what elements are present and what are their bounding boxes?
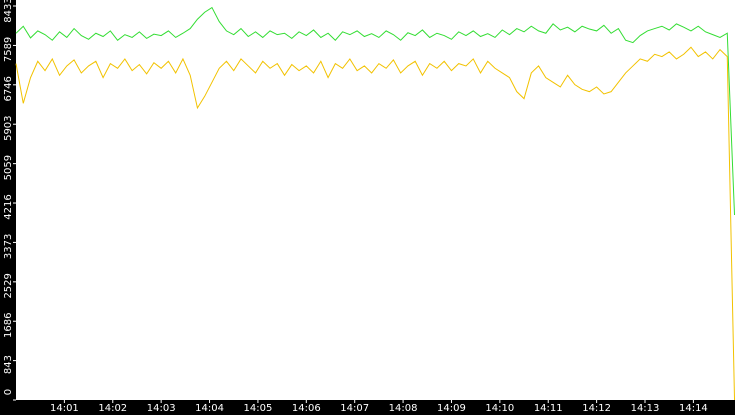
x-tick-label: 14:02 <box>98 403 127 414</box>
x-tick-label: 14:11 <box>534 403 563 414</box>
x-tick-label: 14:10 <box>485 403 514 414</box>
series-line <box>15 46 735 401</box>
y-tick-label: 5059 <box>3 155 14 180</box>
x-tick-label: 14:01 <box>50 403 79 414</box>
series-line <box>15 6 735 215</box>
y-tick-label: 0 <box>3 389 14 395</box>
x-tick-label: 14:07 <box>340 403 369 414</box>
x-tick-label: 14:06 <box>292 403 321 414</box>
x-tick-label: 14:04 <box>195 403 224 414</box>
x-tick-label: 14:14 <box>679 403 708 414</box>
y-tick-label: 2529 <box>3 273 14 298</box>
x-tick-label: 14:08 <box>389 403 418 414</box>
x-tick-label: 14:05 <box>244 403 273 414</box>
y-tick-label: 5903 <box>3 115 14 140</box>
x-tick-label: 14:13 <box>631 403 660 414</box>
x-tick-label: 14:09 <box>437 403 466 414</box>
x-axis-strip <box>0 400 735 415</box>
y-tick-label: 3373 <box>3 234 14 259</box>
x-tick-label: 14:03 <box>147 403 176 414</box>
y-tick-label: 6746 <box>3 76 14 101</box>
y-tick-label: 7589 <box>3 37 14 62</box>
y-tick-label: 8433 <box>3 0 14 23</box>
y-tick-label: 843 <box>3 355 14 374</box>
x-tick-label: 14:12 <box>582 403 611 414</box>
y-tick-label: 4216 <box>3 194 14 219</box>
y-tick-label: 1686 <box>3 313 14 338</box>
y-axis-strip <box>0 0 16 415</box>
